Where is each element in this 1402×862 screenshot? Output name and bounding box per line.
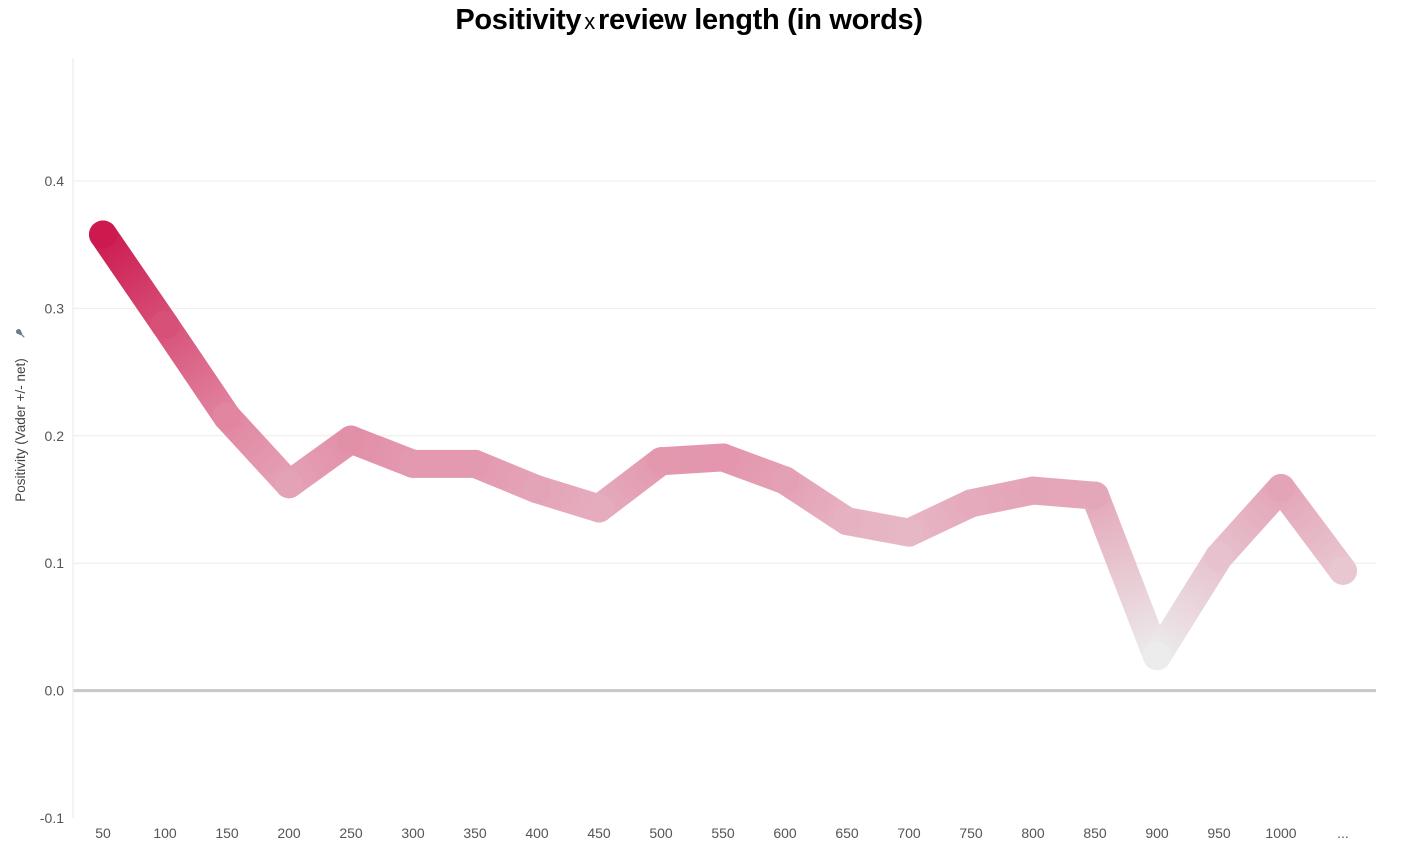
line-segment [151, 310, 241, 431]
data-point[interactable] [647, 447, 675, 476]
x-tick-label: 450 [587, 825, 611, 841]
data-point[interactable] [1019, 476, 1047, 505]
x-tick-label: 50 [95, 825, 111, 841]
x-tick-label: 550 [711, 825, 735, 841]
x-tick-label: 800 [1021, 825, 1045, 841]
data-point[interactable] [275, 470, 303, 499]
line-segment [1267, 474, 1357, 585]
data-point[interactable] [151, 310, 179, 339]
data-point[interactable] [523, 475, 551, 504]
data-point[interactable] [337, 425, 365, 454]
y-tick-label: 0.4 [45, 173, 65, 189]
data-point[interactable] [895, 518, 923, 547]
data-point[interactable] [957, 489, 985, 518]
x-tick-label: 250 [339, 825, 363, 841]
x-tick-label: 500 [649, 825, 673, 841]
line-segment [1143, 542, 1233, 671]
y-axis-title-group: Positivity (Vader +/- net) [13, 328, 28, 502]
x-tick-label: 750 [959, 825, 983, 841]
x-tick-label: 650 [835, 825, 859, 841]
data-point[interactable] [1143, 642, 1171, 671]
x-tick-labels: 50 100 150 200 250 300 350 400 450 500 550 600 650 70… [95, 825, 1349, 841]
data-point[interactable] [1329, 556, 1357, 585]
x-tick-label: 300 [401, 825, 425, 841]
data-point[interactable] [1205, 542, 1233, 571]
data-point[interactable] [585, 494, 613, 523]
y-tick-label: 0.1 [45, 555, 65, 571]
series-line [89, 220, 1357, 671]
x-tick-label: 400 [525, 825, 549, 841]
x-tick-label: 700 [897, 825, 921, 841]
data-point[interactable] [89, 220, 117, 249]
y-tick-labels: 0.4 0.3 0.2 0.1 0.0 -0.1 [40, 173, 64, 826]
y-tick-label: 0.2 [45, 428, 65, 444]
chart-title: Positivity x review length (in words) [0, 4, 1378, 37]
line-segment [213, 402, 303, 499]
x-tick-label: 200 [277, 825, 301, 841]
x-tick-label: 100 [153, 825, 177, 841]
chart-title-part2: review length (in words) [597, 4, 923, 36]
data-point[interactable] [1081, 481, 1109, 510]
data-point[interactable] [461, 449, 489, 478]
data-point[interactable] [1267, 474, 1295, 503]
pin-icon[interactable] [15, 328, 26, 339]
y-axis-title: Positivity (Vader +/- net) [13, 358, 28, 501]
line-segment [1205, 474, 1295, 571]
x-tick-label: 1000 [1265, 825, 1296, 841]
line-segment [89, 220, 179, 339]
x-tick-label: 850 [1083, 825, 1107, 841]
x-tick-label: 350 [463, 825, 487, 841]
chart-title-part1: Positivity [455, 4, 582, 36]
data-point[interactable] [833, 507, 861, 536]
x-tick-label: 950 [1207, 825, 1231, 841]
x-tick-label: ... [1337, 825, 1349, 841]
data-point[interactable] [771, 466, 799, 495]
x-tick-label: 150 [215, 825, 239, 841]
line-segment [1081, 481, 1171, 671]
x-tick-label: 600 [773, 825, 797, 841]
gridlines [73, 180, 1376, 693]
y-tick-label: 0.3 [45, 300, 65, 316]
chart-title-separator: x [584, 9, 595, 34]
y-tick-label: -0.1 [40, 810, 64, 826]
data-point[interactable] [213, 402, 241, 431]
data-point[interactable] [709, 443, 737, 472]
data-point[interactable] [399, 449, 427, 478]
y-tick-label: 0.0 [45, 683, 65, 699]
x-tick-label: 900 [1145, 825, 1169, 841]
